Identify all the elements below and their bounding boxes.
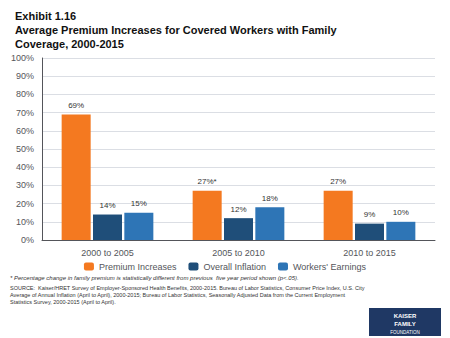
- svg-text:9%: 9%: [364, 210, 376, 219]
- svg-text:2000 to 2005: 2000 to 2005: [81, 248, 134, 258]
- svg-text:Workers' Earnings: Workers' Earnings: [293, 262, 367, 272]
- svg-text:50%: 50%: [16, 144, 34, 154]
- svg-text:14%: 14%: [99, 201, 115, 210]
- svg-text:80%: 80%: [16, 89, 34, 99]
- svg-text:* Percentage change in family: * Percentage change in family premium is…: [10, 275, 299, 281]
- svg-text:Premium Increases: Premium Increases: [99, 262, 177, 272]
- svg-text:100%: 100%: [11, 53, 34, 63]
- svg-text:40%: 40%: [16, 162, 34, 172]
- svg-text:12%: 12%: [230, 205, 246, 214]
- svg-text:Average Premium Increases for: Average Premium Increases for Covered Wo…: [15, 24, 337, 36]
- svg-text:2010 to 2015: 2010 to 2015: [343, 248, 396, 258]
- svg-text:18%: 18%: [262, 194, 278, 203]
- svg-text:10%: 10%: [393, 208, 409, 217]
- svg-text:SOURCE: Kaiser/HRET Survey of: SOURCE: Kaiser/HRET Survey of Employer-S…: [10, 285, 365, 291]
- svg-text:FAMILY: FAMILY: [394, 321, 415, 327]
- svg-text:27%: 27%: [330, 177, 346, 186]
- svg-text:KAISER: KAISER: [394, 313, 417, 319]
- svg-text:Exhibit 1.16: Exhibit 1.16: [15, 10, 76, 22]
- svg-text:2005 to 2010: 2005 to 2010: [212, 248, 265, 258]
- svg-text:Coverage, 2000-2015: Coverage, 2000-2015: [15, 38, 124, 50]
- svg-text:27%*: 27%*: [198, 177, 217, 186]
- svg-text:90%: 90%: [16, 71, 34, 81]
- svg-text:0%: 0%: [21, 235, 34, 245]
- svg-text:10%: 10%: [16, 217, 34, 227]
- svg-text:20%: 20%: [16, 199, 34, 209]
- svg-text:60%: 60%: [16, 126, 34, 136]
- svg-text:FOUNDATION: FOUNDATION: [390, 330, 419, 335]
- svg-text:70%: 70%: [16, 108, 34, 118]
- svg-text:Overall Inflation: Overall Inflation: [203, 262, 266, 272]
- svg-text:15%: 15%: [131, 199, 147, 208]
- svg-text:69%: 69%: [68, 101, 84, 110]
- svg-text:30%: 30%: [16, 180, 34, 190]
- svg-text:Statistics Survey, 2000-2015 (: Statistics Survey, 2000-2015 (April to A…: [10, 299, 116, 305]
- svg-text:Average of Annual Inflation (A: Average of Annual Inflation (April to Ap…: [10, 292, 345, 298]
